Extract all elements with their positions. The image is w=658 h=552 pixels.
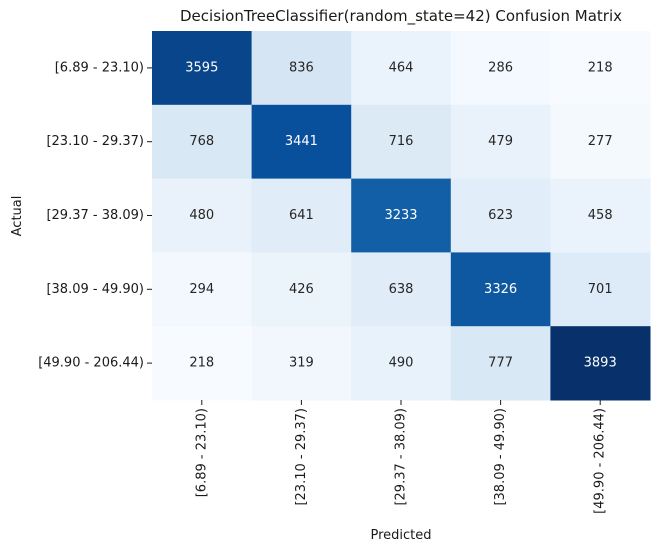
heatmap-cell-r1-c0 [152,104,253,180]
cell-value-r0-c0: 3595 [185,60,218,75]
heatmap-cell-r0-c3 [450,31,551,106]
heatmap-cell-r2-c4 [550,178,651,253]
y-tick-label-0: [6.89 - 23.10) [55,60,144,75]
cell-value-r4-c2: 490 [389,356,414,371]
y-axis-ticks: [6.89 - 23.10) [23.10 - 29.37) [29.37 - 38… [38,60,152,371]
cell-value-r4-c4: 3893 [584,356,617,371]
cell-value-r1-c4: 277 [588,134,613,149]
cell-value-r2-c4: 458 [588,208,613,223]
cell-value-r2-c3: 623 [488,208,513,223]
heatmap-cell-r4-c1 [251,326,352,401]
heatmap-cell-r0-c2 [351,31,452,106]
heatmap-cell-r0-c1 [251,31,352,106]
heatmap-cell-r1-c1 [251,104,352,180]
heatmap-cell-r2-c1 [251,178,352,253]
cell-value-r4-c1: 319 [289,356,314,371]
cell-value-r4-c3: 777 [488,356,513,371]
heatmap-cell-r1-c3 [450,104,551,180]
x-axis-ticks: [6.89 - 23.10) [23.10 - 29.37) [29.37 - 38… [194,400,608,514]
heatmap-cell-r3-c2 [351,252,452,327]
cell-value-r3-c1: 426 [289,282,314,297]
y-tick-label-3: [38.09 - 49.90) [46,282,144,297]
heatmap-cell-r3-c4 [550,252,651,327]
x-tick-label-0: [6.89 - 23.10) [194,408,209,497]
heatmap-cell-r3-c3 [450,252,551,327]
x-tick-label-4: [49.90 - 206.44) [593,408,608,514]
cell-value-r4-c0: 218 [189,356,214,371]
cell-value-r2-c1: 641 [289,208,314,223]
heatmap-cell-r3-c0 [152,252,253,327]
heatmap-cell-r3-c1 [251,252,352,327]
chart-title: DecisionTreeClassifier(random_state=42) … [180,7,622,26]
heatmap-cell-r2-c2 [351,178,452,253]
cell-value-r2-c0: 480 [189,208,214,223]
cell-value-r0-c1: 836 [289,60,314,75]
x-tick-label-1: [23.10 - 29.37) [294,408,309,506]
cell-value-r1-c3: 479 [488,134,513,149]
cell-annotations: 3595 836 464 286 218 768 3441 716 479 277 480 641 32… [185,60,616,370]
cell-value-r3-c4: 701 [588,282,613,297]
heatmap-cell-r2-c0 [152,178,253,253]
cell-value-r3-c3: 3326 [484,282,517,297]
heatmap-cell-r4-c2 [351,326,452,401]
y-tick-label-2: [29.37 - 38.09) [46,208,144,223]
cell-value-r3-c2: 638 [389,282,414,297]
heatmap-cell-r1-c4 [550,104,651,180]
heatmap-cell-r2-c3 [450,178,551,253]
x-tick-label-2: [29.37 - 38.09) [394,408,409,506]
x-tick-label-3: [38.09 - 49.90) [493,408,508,506]
y-tick-label-1: [23.10 - 29.37) [46,134,144,149]
heatmap-cell-r4-c3 [450,326,551,401]
heatmap-cell-r1-c2 [351,104,452,180]
heatmap-cell-r4-c0 [152,326,253,401]
cell-value-r0-c2: 464 [389,60,414,75]
cell-value-r3-c0: 294 [189,282,214,297]
cell-value-r1-c1: 3441 [285,134,318,149]
x-axis-label: Predicted [370,528,431,543]
heatmap-cell-r0-c0 [152,31,253,106]
heatmap-cell-r0-c4 [550,31,651,106]
cell-value-r0-c3: 286 [488,60,513,75]
cell-value-r2-c2: 3233 [384,208,417,223]
cell-value-r0-c4: 218 [588,60,613,75]
heatmap-cell-r4-c4 [550,326,651,401]
y-axis-label: Actual [10,196,25,237]
y-tick-label-4: [49.90 - 206.44) [38,356,144,371]
cell-value-r1-c0: 768 [189,134,214,149]
cell-value-r1-c2: 716 [389,134,414,149]
heatmap-cells [152,31,651,401]
